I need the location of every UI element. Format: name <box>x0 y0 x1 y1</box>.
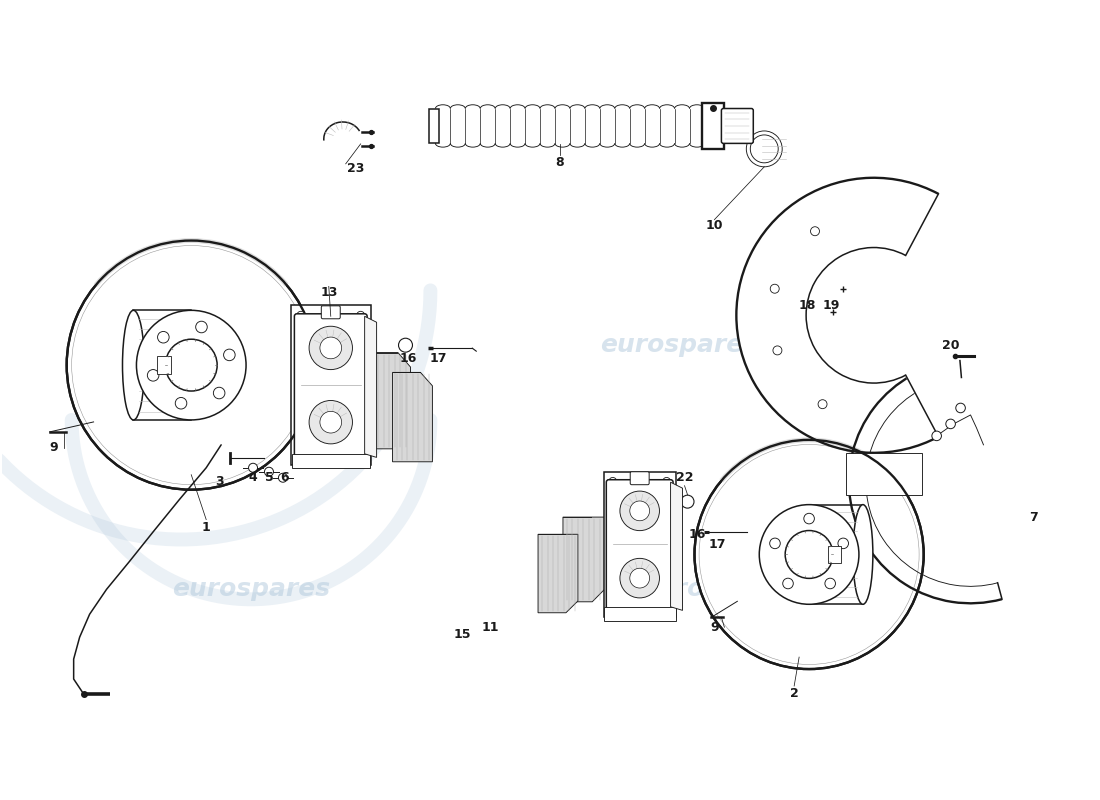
Circle shape <box>956 403 966 413</box>
Circle shape <box>213 387 224 399</box>
Circle shape <box>609 604 617 611</box>
Circle shape <box>609 478 617 485</box>
Circle shape <box>811 226 819 236</box>
Text: 8: 8 <box>556 156 564 170</box>
Circle shape <box>309 401 352 444</box>
Text: eurospares: eurospares <box>142 333 300 357</box>
Text: 20: 20 <box>942 338 959 352</box>
Ellipse shape <box>852 505 873 604</box>
Text: 2: 2 <box>790 687 799 701</box>
Text: 9: 9 <box>50 442 58 454</box>
Text: 7: 7 <box>1028 511 1037 524</box>
Polygon shape <box>364 316 376 458</box>
Circle shape <box>630 501 650 521</box>
Circle shape <box>196 322 207 333</box>
Text: 9: 9 <box>711 621 718 634</box>
Text: 10: 10 <box>706 219 723 232</box>
Text: 1: 1 <box>201 521 210 534</box>
Circle shape <box>136 310 246 420</box>
Bar <box>156 356 170 374</box>
Circle shape <box>620 491 660 530</box>
Text: eurospares: eurospares <box>172 578 330 602</box>
Circle shape <box>694 440 924 669</box>
Circle shape <box>264 467 274 476</box>
Bar <box>604 472 675 617</box>
Circle shape <box>783 578 793 589</box>
Circle shape <box>620 558 660 598</box>
Ellipse shape <box>122 310 144 420</box>
Text: 16: 16 <box>399 352 417 365</box>
Text: 16: 16 <box>689 528 706 541</box>
Circle shape <box>630 568 650 588</box>
Circle shape <box>309 326 352 370</box>
Polygon shape <box>538 534 578 613</box>
Polygon shape <box>671 482 682 610</box>
Polygon shape <box>368 353 410 449</box>
Circle shape <box>297 451 305 458</box>
Circle shape <box>278 474 287 482</box>
Circle shape <box>785 530 833 578</box>
Circle shape <box>175 398 187 409</box>
Circle shape <box>297 311 305 319</box>
Circle shape <box>759 505 859 604</box>
Text: 23: 23 <box>346 162 364 175</box>
Text: 3: 3 <box>214 475 223 488</box>
FancyBboxPatch shape <box>295 314 367 456</box>
FancyBboxPatch shape <box>722 109 754 143</box>
Circle shape <box>681 495 694 508</box>
Circle shape <box>663 478 670 485</box>
Text: 17: 17 <box>430 352 447 365</box>
Text: 19: 19 <box>823 299 839 312</box>
Circle shape <box>736 178 1011 453</box>
Circle shape <box>67 241 316 490</box>
Text: 15: 15 <box>453 628 471 641</box>
Text: 4: 4 <box>249 471 257 484</box>
Circle shape <box>663 604 670 611</box>
Polygon shape <box>846 453 922 494</box>
FancyBboxPatch shape <box>606 480 673 610</box>
Circle shape <box>770 538 780 549</box>
Text: 6: 6 <box>280 471 289 484</box>
Text: 13: 13 <box>320 286 338 299</box>
Circle shape <box>356 451 364 458</box>
Circle shape <box>825 578 836 589</box>
FancyBboxPatch shape <box>604 606 675 621</box>
Text: 5: 5 <box>265 471 274 484</box>
Circle shape <box>223 349 235 361</box>
Circle shape <box>804 514 814 524</box>
Text: eurospares: eurospares <box>640 578 799 602</box>
Text: 11: 11 <box>482 621 499 634</box>
Bar <box>429 109 439 143</box>
Circle shape <box>157 331 169 343</box>
FancyBboxPatch shape <box>630 472 649 485</box>
Text: 18: 18 <box>799 299 816 312</box>
Circle shape <box>773 346 782 355</box>
Bar <box>760 135 790 163</box>
Bar <box>810 505 862 604</box>
Circle shape <box>770 284 779 294</box>
Circle shape <box>932 431 942 441</box>
Bar <box>133 310 191 420</box>
Wedge shape <box>873 181 1026 450</box>
Bar <box>703 102 725 150</box>
Circle shape <box>165 339 217 391</box>
Polygon shape <box>393 372 432 462</box>
FancyBboxPatch shape <box>321 306 340 318</box>
Circle shape <box>356 311 364 319</box>
Circle shape <box>838 538 848 549</box>
Circle shape <box>249 463 257 472</box>
Text: 22: 22 <box>675 471 693 484</box>
FancyBboxPatch shape <box>292 454 370 468</box>
Circle shape <box>320 337 342 358</box>
Circle shape <box>320 411 342 433</box>
Text: eurospares: eurospares <box>601 333 759 357</box>
Circle shape <box>818 400 827 409</box>
Bar <box>290 306 371 465</box>
Text: 17: 17 <box>708 538 726 551</box>
Bar <box>828 546 840 563</box>
Polygon shape <box>563 517 605 602</box>
Circle shape <box>946 419 956 429</box>
Circle shape <box>398 338 412 352</box>
Circle shape <box>147 370 158 381</box>
